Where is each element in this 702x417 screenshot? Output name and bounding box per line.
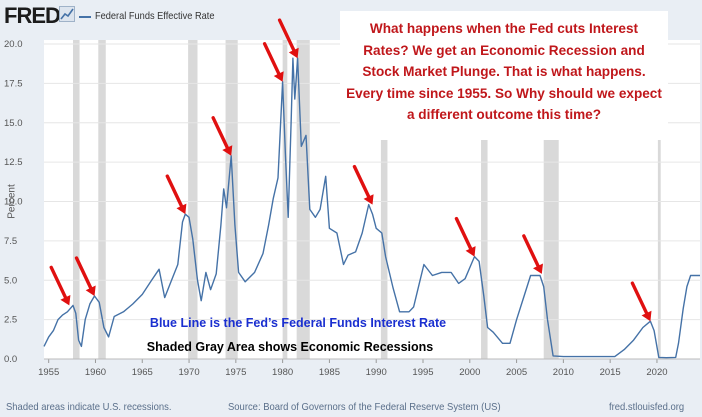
arrow-head <box>288 47 299 59</box>
axes: 0.0 2.5 5.0 7.5 10.0 12.5 15.0 17.5 20.0 1955 1960… <box>4 39 700 378</box>
annotation-arrow-6 <box>352 164 374 205</box>
y-tick-label: 15.0 <box>4 118 23 129</box>
arrow-head <box>533 263 543 274</box>
recession-bar-0 <box>73 40 80 359</box>
y-tick-label: 0.0 <box>4 354 17 365</box>
y-tick-label: 2.5 <box>4 315 17 326</box>
x-tick-label: 2015 <box>600 367 621 378</box>
x-tick-label: 2020 <box>646 367 667 378</box>
arrow-head <box>465 246 476 257</box>
x-tick-label: 2005 <box>506 367 527 378</box>
y-tick-label: 7.5 <box>4 236 17 247</box>
annotation-arrow-5 <box>277 18 299 59</box>
x-tick-label: 1970 <box>178 367 199 378</box>
y-tick-label: 5.0 <box>4 275 17 286</box>
y-tick-label: 17.5 <box>4 78 23 89</box>
y-tick-label: 10.0 <box>4 197 23 208</box>
y-tick-label: 12.5 <box>4 157 23 168</box>
legend-label: Federal Funds Effective Rate <box>95 10 215 22</box>
x-tick-label: 1995 <box>412 367 433 378</box>
x-tick-label: 1980 <box>272 367 293 378</box>
arrow-head <box>363 194 374 205</box>
recession-note: Shaded Gray Area shows Economic Recessio… <box>146 340 434 354</box>
footer-recession-note: Shaded areas indicate U.S. recessions. <box>6 401 172 413</box>
x-tick-label: 2010 <box>553 367 574 378</box>
arrow-shaft <box>454 216 473 251</box>
x-tick-label: 1955 <box>38 367 59 378</box>
fred-chart-icon <box>59 6 75 22</box>
arrow-shaft <box>630 281 649 315</box>
recession-bar-9 <box>657 40 661 359</box>
x-tick-label: 1985 <box>319 367 340 378</box>
arrow-shaft <box>74 256 93 290</box>
arrow-head <box>176 203 187 215</box>
recession-bar-6 <box>380 40 388 359</box>
recession-bar-7 <box>481 40 488 359</box>
arrow-shaft <box>522 234 540 268</box>
callout-box: What happens when the Fed cuts Interest … <box>340 11 668 140</box>
annotation-arrows <box>49 18 652 322</box>
annotation-arrow-3 <box>211 116 233 156</box>
legend-swatch <box>79 16 91 18</box>
series-line-0 <box>43 57 700 359</box>
arrow-shaft <box>277 18 296 52</box>
x-tick-label: 2000 <box>459 367 480 378</box>
arrow-shaft <box>262 42 281 76</box>
x-tick-label: 1990 <box>366 367 387 378</box>
arrow-head <box>641 310 652 322</box>
annotation-arrow-2 <box>165 174 187 215</box>
arrow-head <box>273 71 284 82</box>
arrow-shaft <box>352 164 371 199</box>
recession-bar-3 <box>225 40 238 359</box>
y-tick-label: 20.0 <box>4 39 23 50</box>
footer-source: Source: Board of Governors of the Federa… <box>228 401 501 413</box>
blue-line-note: Blue Line is the Fed’s Federal Funds Int… <box>149 316 447 330</box>
recession-bar-1 <box>98 40 106 359</box>
footer-link[interactable]: fred.stlouisfed.org <box>609 401 685 413</box>
arrow-head <box>85 285 96 296</box>
annotation-arrow-1 <box>74 256 96 296</box>
fred-logo: FRED <box>4 3 61 28</box>
chart-header: FRED Federal Funds Effective Rate <box>0 0 702 34</box>
arrow-head <box>222 145 233 156</box>
arrow-shaft <box>211 116 230 150</box>
recession-bar-4 <box>282 40 288 359</box>
recession-bar-2 <box>188 40 198 359</box>
arrow-head <box>60 295 71 306</box>
x-tick-label: 1965 <box>132 367 153 378</box>
x-tick-label: 1960 <box>85 367 106 378</box>
arrow-shaft <box>49 265 68 300</box>
annotation-arrow-4 <box>262 42 284 82</box>
annotation-arrow-8 <box>522 234 543 274</box>
arrow-shaft <box>165 174 184 208</box>
x-tick-label: 1975 <box>225 367 246 378</box>
annotation-arrow-9 <box>630 281 652 322</box>
plot-line-layer <box>43 57 700 359</box>
annotation-arrow-7 <box>454 216 476 257</box>
y-axis-label: Percent <box>6 184 18 219</box>
annotation-arrow-0 <box>49 265 71 306</box>
